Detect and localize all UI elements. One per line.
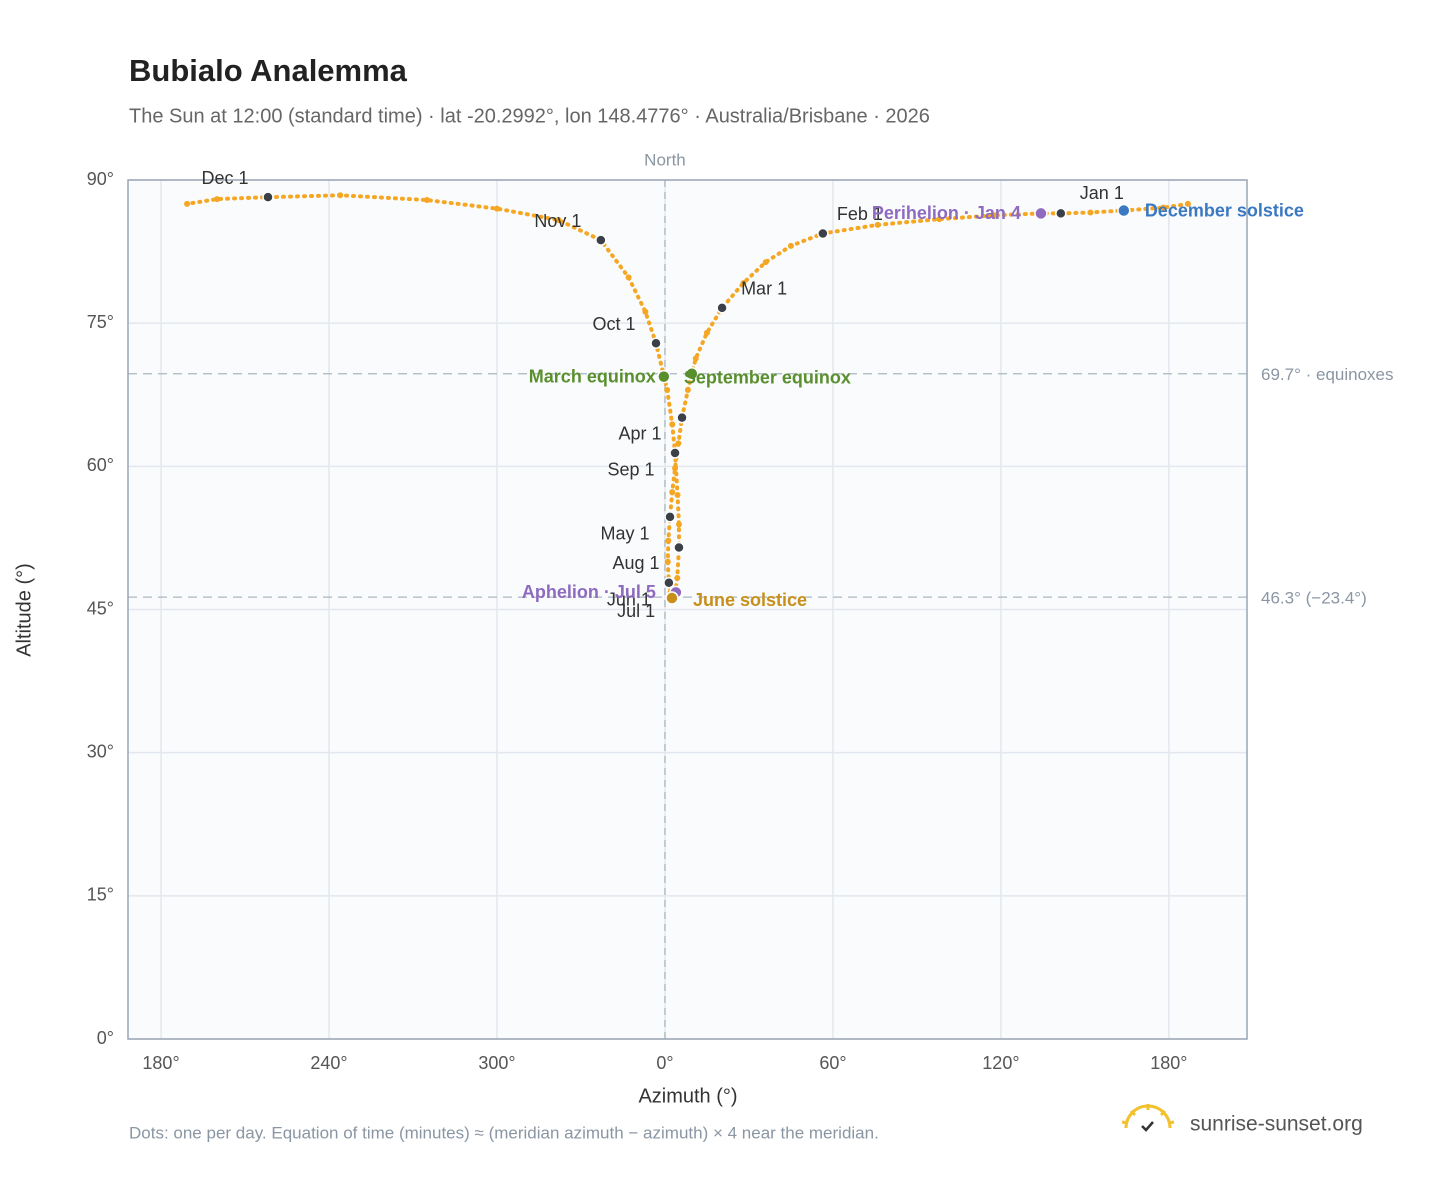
month-label: Nov 1 <box>534 211 581 231</box>
event-marker <box>1034 206 1048 221</box>
sun-dot <box>184 200 191 207</box>
x-tick-label: 0° <box>656 1053 673 1073</box>
month-label: May 1 <box>600 524 649 544</box>
y-tick-label: 75° <box>87 312 114 332</box>
month-marker <box>716 302 728 314</box>
month-marker <box>664 511 676 523</box>
y-tick-label: 90° <box>87 169 114 189</box>
month-marker <box>676 411 688 424</box>
x-tick-label: 240° <box>310 1053 347 1073</box>
event-label: June solstice <box>693 590 807 610</box>
analemma-line <box>185 193 1063 602</box>
reference-label: 46.3° (−23.4°) <box>1261 589 1367 608</box>
sun-dot <box>669 489 676 496</box>
sun-dot <box>642 308 649 315</box>
event-label: December solstice <box>1145 200 1304 220</box>
event-label: Aphelion · Jul 5 <box>522 582 656 602</box>
sun-dot <box>703 329 710 336</box>
sun-dot <box>555 217 562 224</box>
month-marker <box>817 227 829 240</box>
month-label: Oct 1 <box>592 314 635 334</box>
sun-dot <box>692 355 699 362</box>
sun-dot <box>1160 204 1167 211</box>
event-label: Perihelion · Jan 4 <box>872 203 1021 223</box>
sun-dot <box>665 537 672 544</box>
x-tick-label: 180° <box>142 1053 179 1073</box>
sun-dot <box>669 421 676 428</box>
month-label: Dec 1 <box>201 168 248 188</box>
month-marker <box>262 191 274 203</box>
plot-frame <box>127 179 1248 1040</box>
month-label: Apr 1 <box>619 423 662 443</box>
sun-dot <box>740 280 747 287</box>
brand-logo <box>1121 1104 1175 1132</box>
y-tick-label: 0° <box>97 1028 114 1048</box>
y-axis-label: Altitude (°) <box>13 563 35 657</box>
y-tick-label: 60° <box>87 455 114 475</box>
month-label: Sep 1 <box>608 460 655 480</box>
y-tick-label: 15° <box>87 885 114 905</box>
y-tick-label: 45° <box>87 598 114 618</box>
chart-subtitle: The Sun at 12:00 (standard time) · lat -… <box>129 105 930 127</box>
x-tick-label: 60° <box>819 1053 846 1073</box>
sun-dot <box>787 242 794 249</box>
x-tick-label: 300° <box>478 1053 515 1073</box>
x-tick-label: 180° <box>1150 1053 1187 1073</box>
month-label: Jun 1 <box>607 590 651 610</box>
sun-dot <box>1087 209 1094 216</box>
chart-title: Bubialo Analemma <box>129 53 408 88</box>
sun-dot <box>1184 200 1191 207</box>
month-marker <box>669 447 681 459</box>
sun-dot <box>493 205 500 212</box>
month-marker <box>595 234 607 246</box>
month-label: Jul 1 <box>617 601 655 621</box>
month-marker <box>663 577 675 589</box>
event-label: March equinox <box>529 366 656 386</box>
sun-dot <box>674 575 681 582</box>
north-label: North <box>644 150 686 169</box>
sun-dot <box>675 440 682 447</box>
sun-dot <box>337 192 344 199</box>
reference-label: 69.7° · equinoxes <box>1261 365 1394 384</box>
sun-dot <box>625 274 632 281</box>
event-marker <box>665 591 679 605</box>
sun-dot <box>674 491 681 498</box>
footnote: Dots: one per day. Equation of time (min… <box>129 1123 879 1142</box>
event-marker <box>685 367 699 381</box>
event-label: September equinox <box>684 368 851 388</box>
event-marker <box>657 369 671 384</box>
event-marker <box>1117 203 1131 218</box>
x-tick-label: 120° <box>982 1053 1019 1073</box>
sun-dot <box>672 465 679 472</box>
month-label: Feb 1 <box>837 204 883 224</box>
month-label: Mar 1 <box>741 279 787 299</box>
sun-dot <box>874 221 881 228</box>
brand-name: sunrise-sunset.org <box>1190 1113 1363 1136</box>
month-label: Jan 1 <box>1080 183 1124 203</box>
sun-dot <box>664 558 671 565</box>
sun-dot <box>675 521 682 528</box>
sun-dot <box>423 197 430 204</box>
sun-dot <box>214 196 221 203</box>
month-marker <box>673 541 685 554</box>
month-marker <box>650 337 662 349</box>
y-tick-label: 30° <box>87 741 114 761</box>
sun-dot <box>762 259 769 266</box>
sun-dot <box>992 212 999 219</box>
sun-dot <box>664 386 671 393</box>
month-marker <box>1055 207 1067 220</box>
sun-dot <box>936 216 943 223</box>
x-axis-label: Azimuth (°) <box>638 1085 737 1107</box>
month-label: Aug 1 <box>612 553 659 573</box>
sun-dot <box>684 386 691 393</box>
